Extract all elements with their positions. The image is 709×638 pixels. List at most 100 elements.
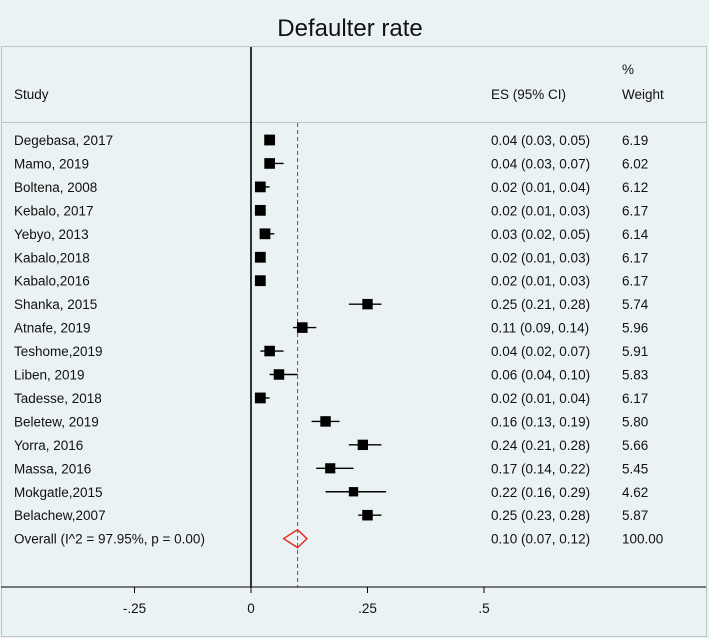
effect-size-ci: 0.11 (0.09, 0.14) [491,321,589,336]
study-label: Shanka, 2015 [14,297,97,312]
effect-size-marker [296,322,308,333]
effect-size-marker [264,134,276,146]
es-column-header: ES (95% CI) [491,87,566,102]
study-label: Kabalo,2016 [14,274,90,289]
overall-diamond [282,528,308,549]
study-weight: 5.74 [622,297,649,312]
study-label: Boltena, 2008 [14,180,97,195]
effect-size-ci: 0.17 (0.14, 0.22) [491,461,590,476]
effect-size-ci: 0.02 (0.01, 0.04) [491,180,590,195]
effect-size-ci: 0.06 (0.04, 0.10) [491,368,590,383]
study-weight: 5.45 [622,461,648,476]
effect-size-marker [254,275,266,287]
x-tick-label: 0 [247,601,255,616]
effect-size-ci: 0.02 (0.01, 0.04) [491,391,590,406]
effect-size-ci: 0.16 (0.13, 0.19) [491,414,590,429]
effect-size-ci: 0.02 (0.01, 0.03) [491,274,590,289]
effect-size-ci: 0.02 (0.01, 0.03) [491,203,590,218]
x-tick-label: .25 [358,601,377,616]
study-label: Belachew,2007 [14,508,106,523]
study-label: Mamo, 2019 [14,156,89,171]
effect-size-ci: 0.04 (0.03, 0.07) [491,156,590,171]
study-column-header: Study [14,87,49,102]
x-tick-label: -.25 [123,601,146,616]
x-tick-label: .5 [478,601,489,616]
study-row: Tadesse, 2018 0.02 (0.01, 0.04) 6.17 [14,391,648,406]
study-weight: 6.17 [622,203,648,218]
effect-size-ci: 0.25 (0.23, 0.28) [491,508,590,523]
study-label: Teshome,2019 [14,344,103,359]
study-row: Kabalo,2018 0.02 (0.01, 0.03) 6.17 [14,250,648,265]
study-weight: 6.14 [622,227,649,242]
effect-size-marker [325,463,336,474]
effect-size-marker [254,181,266,193]
study-row: Yorra, 2016 0.24 (0.21, 0.28) 5.66 [14,438,648,453]
study-row: Mokgatle,2015 0.22 (0.16, 0.29) 4.62 [14,485,648,500]
study-weight: 6.17 [622,391,648,406]
study-weight: 6.02 [622,156,648,171]
study-weight: 5.80 [622,414,648,429]
effect-size-ci: 0.04 (0.02, 0.07) [491,344,590,359]
overall-row: Overall (I^2 = 97.95%, p = 0.00) 0.10 (0.… [14,528,663,549]
overall-effect-size-ci: 0.10 (0.07, 0.12) [491,532,590,547]
effect-size-marker [273,369,285,380]
effect-size-marker [254,251,266,263]
weight-column-header: Weight [622,87,664,102]
effect-size-ci: 0.04 (0.03, 0.05) [491,133,590,148]
study-label: Beletew, 2019 [14,414,99,429]
study-label: Kabalo,2018 [14,250,90,265]
overall-label: Overall (I^2 = 97.95%, p = 0.00) [14,532,205,547]
study-row: Yebyo, 2013 0.03 (0.02, 0.05) 6.14 [14,227,649,242]
study-row: Beletew, 2019 0.16 (0.13, 0.19) 5.80 [14,414,648,429]
study-row: Kabalo,2016 0.02 (0.01, 0.03) 6.17 [14,274,648,289]
effect-size-marker [357,439,369,451]
effect-size-ci: 0.02 (0.01, 0.03) [491,250,590,265]
effect-size-marker [264,158,275,169]
effect-size-marker [259,228,271,240]
study-row: Mamo, 2019 0.04 (0.03, 0.07) 6.02 [14,156,648,171]
study-label: Yebyo, 2013 [14,227,89,242]
study-label: Kebalo, 2017 [14,203,94,218]
effect-size-marker [320,416,331,427]
weight-column-header-percent: % [622,62,634,77]
study-label: Degebasa, 2017 [14,133,113,148]
study-weight: 6.17 [622,274,648,289]
plot-frame [1,46,707,637]
study-row: Shanka, 2015 0.25 (0.21, 0.28) 5.74 [14,297,649,312]
effect-size-marker [362,509,373,521]
study-label: Massa, 2016 [14,461,91,476]
study-row: Boltena, 2008 0.02 (0.01, 0.04) 6.12 [14,180,648,195]
study-weight: 4.62 [622,485,648,500]
study-weight: 6.12 [622,180,648,195]
study-label: Liben, 2019 [14,368,85,383]
overall-weight: 100.00 [622,532,663,547]
effect-size-marker [254,392,266,404]
study-weight: 6.19 [622,133,648,148]
study-row: Belachew,2007 0.25 (0.23, 0.28) 5.87 [14,508,648,523]
effect-size-marker [254,204,266,216]
study-row: Atnafe, 2019 0.11 (0.09, 0.14) 5.96 [14,321,648,336]
chart-title: Defaulter rate [277,15,422,42]
study-label: Yorra, 2016 [14,438,83,453]
effect-size-ci: 0.03 (0.02, 0.05) [491,227,590,242]
study-weight: 5.87 [622,508,648,523]
study-weight: 5.91 [622,344,648,359]
study-label: Atnafe, 2019 [14,321,91,336]
study-row: Massa, 2016 0.17 (0.14, 0.22) 5.45 [14,461,648,476]
effect-size-ci: 0.22 (0.16, 0.29) [491,485,590,500]
study-weight: 5.66 [622,438,648,453]
effect-size-ci: 0.25 (0.21, 0.28) [491,297,590,312]
study-label: Mokgatle,2015 [14,485,103,500]
study-weight: 6.17 [622,250,648,265]
effect-size-marker [362,298,373,310]
study-row: Liben, 2019 0.06 (0.04, 0.10) 5.83 [14,368,648,383]
study-weight: 5.96 [622,321,648,336]
study-row: Degebasa, 2017 0.04 (0.03, 0.05) 6.19 [14,133,648,148]
study-label: Tadesse, 2018 [14,391,102,406]
study-weight: 5.83 [622,368,648,383]
effect-size-marker [348,487,359,497]
study-row: Teshome,2019 0.04 (0.02, 0.07) 5.91 [14,344,648,359]
study-row: Kebalo, 2017 0.02 (0.01, 0.03) 6.17 [14,203,648,218]
effect-size-ci: 0.24 (0.21, 0.28) [491,438,590,453]
